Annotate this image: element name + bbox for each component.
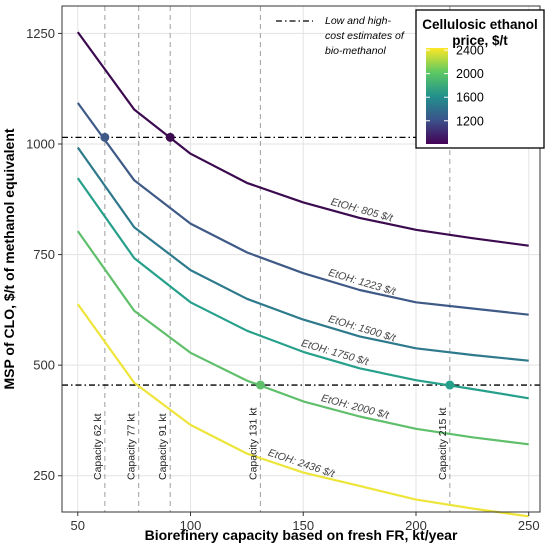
color-legend-tick-label: 1600 [456, 91, 484, 105]
axes: 50 100 150 200 250 250 500 750 1000 1250 [26, 26, 539, 533]
capacity-label: Capacity 77 kt [126, 413, 138, 480]
plot-border [61, 5, 541, 513]
estimate-legend-line-3: bio-methanol [325, 45, 386, 57]
x-tick-label: 150 [292, 518, 314, 533]
intersection-point [100, 132, 110, 142]
intersection-points [100, 132, 455, 390]
series-line [76, 230, 529, 446]
intersection-point [165, 132, 175, 142]
intersection-point [255, 380, 265, 390]
capacity-label: Capacity 91 kt [157, 413, 169, 480]
estimate-legend-line-1: Low and high- [325, 15, 391, 27]
estimate-legend-label: Low and high- cost estimates of bio-meth… [325, 15, 407, 57]
color-legend: Cellulosic ethanol price, $/t 2400 2000 16… [415, 9, 545, 149]
x-tick-label: 250 [518, 518, 540, 533]
color-legend-tick-label: 1200 [456, 114, 484, 128]
estimate-lines [62, 136, 540, 386]
series-line [76, 146, 529, 362]
capacity-label: Capacity 215 kt [437, 408, 449, 480]
color-legend-ticks: 2400 2000 1600 1200 [426, 44, 484, 128]
x-tick-label: 200 [405, 518, 427, 533]
estimate-legend: Low and high- cost estimates of bio-meth… [276, 15, 407, 57]
x-tick-label: 100 [180, 518, 202, 533]
capacity-label: Capacity 62 kt [92, 413, 104, 480]
intersection-point [445, 380, 455, 390]
series-line [76, 303, 529, 518]
series-lines [76, 31, 529, 518]
y-axis-title: MSP of CLO, $/t of methanol equivalent [1, 128, 17, 389]
capacity-label: Capacity 131 kt [247, 408, 259, 480]
estimate-legend-line-2: cost estimates of [325, 30, 405, 42]
y-tick-label: 250 [33, 468, 55, 483]
y-tick-label: 500 [33, 358, 55, 373]
color-legend-title-1: Cellulosic ethanol [422, 17, 538, 32]
capacity-labels: Capacity 62 kt Capacity 77 kt Capacity 91 … [92, 408, 449, 480]
x-axis-title: Biorefinery capacity based on fresh FR, … [145, 527, 458, 543]
y-tick-label: 750 [33, 247, 55, 262]
series-line [76, 31, 529, 247]
color-legend-title-2: price, $/t [452, 33, 508, 48]
color-legend-tick-label: 2000 [456, 67, 484, 81]
y-tick-label: 1250 [26, 26, 55, 41]
color-legend-tick-label: 2400 [456, 44, 484, 58]
y-tick-label: 1000 [26, 137, 55, 152]
x-tick-label: 50 [71, 518, 85, 533]
series-line [76, 102, 529, 316]
color-legend-gradient [426, 48, 448, 144]
